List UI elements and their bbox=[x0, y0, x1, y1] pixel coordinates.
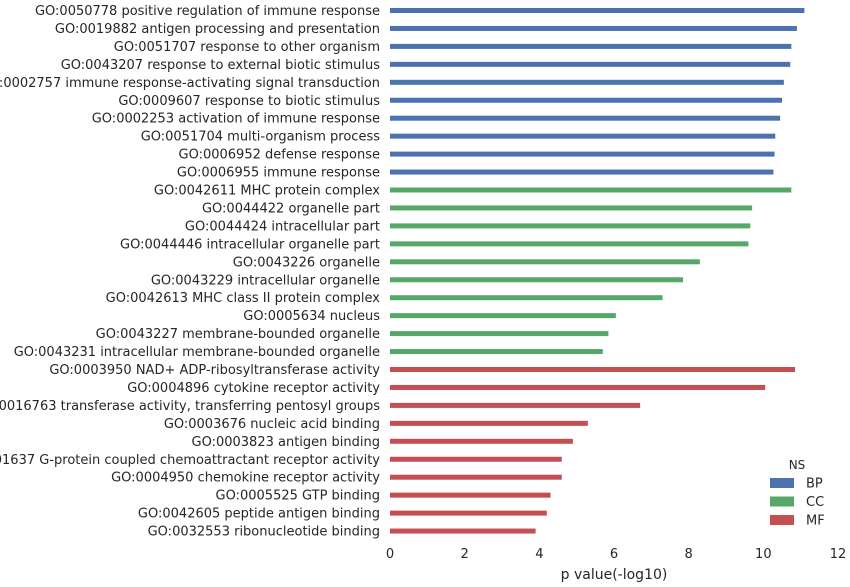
category-label: GO:0016763 transferase activity, transfe… bbox=[0, 399, 380, 414]
bar-mf bbox=[390, 456, 562, 462]
category-label: GO:0006952 defense response bbox=[179, 148, 381, 163]
category-label: GO:0019882 antigen processing and presen… bbox=[55, 22, 380, 37]
category-label: GO:0044424 intracellular part bbox=[185, 219, 380, 234]
category-label: GO:0005525 GTP binding bbox=[216, 489, 380, 504]
category-labels: GO:0050778 positive regulation of immune… bbox=[0, 4, 380, 540]
legend-swatch-mf bbox=[770, 515, 794, 525]
bar-mf bbox=[390, 438, 573, 444]
bar-cc bbox=[390, 259, 700, 265]
bar-cc bbox=[390, 277, 684, 283]
category-label: GO:0043227 membrane-bounded organelle bbox=[96, 327, 380, 342]
x-tick-label: 10 bbox=[755, 547, 772, 562]
bar-cc bbox=[390, 331, 609, 337]
legend-swatch-cc bbox=[770, 496, 794, 507]
category-label: GO:0004950 chemokine receptor activity bbox=[111, 471, 380, 486]
bar-bp bbox=[390, 79, 784, 85]
bar-mf bbox=[390, 402, 641, 408]
bar-bp bbox=[390, 169, 774, 175]
category-label: GO:0043231 intracellular membrane-bounde… bbox=[14, 345, 380, 360]
category-label: GO:0009607 response to biotic stimulus bbox=[118, 94, 380, 109]
category-label: GO:0003676 nucleic acid binding bbox=[164, 417, 380, 432]
category-label: GO:0002757 immune response-activating si… bbox=[0, 76, 380, 91]
x-tick-label: 8 bbox=[685, 547, 693, 562]
bar-mf bbox=[390, 492, 551, 498]
bar-bp bbox=[390, 133, 776, 139]
legend: NS BP CC MF bbox=[770, 458, 825, 529]
category-label: GO:0042613 MHC class II protein complex bbox=[106, 291, 381, 306]
x-tick-label: 12 bbox=[830, 547, 847, 562]
bars-group bbox=[390, 8, 805, 534]
bar-bp bbox=[390, 151, 775, 157]
x-tick-label: 2 bbox=[461, 547, 469, 562]
category-label: GO:0044446 intracellular organelle part bbox=[120, 237, 380, 252]
category-label: GO:0006955 immune response bbox=[177, 166, 380, 181]
legend-entries: BP CC MF bbox=[770, 477, 825, 529]
bar-mf bbox=[390, 528, 536, 534]
category-label: GO:0004896 cytokine receptor activity bbox=[127, 381, 380, 396]
bar-cc bbox=[390, 349, 603, 355]
bar-bp bbox=[390, 25, 797, 31]
legend-label-bp: BP bbox=[806, 477, 823, 492]
bar-cc bbox=[390, 313, 616, 319]
x-tick-label: 4 bbox=[535, 547, 543, 562]
legend-swatch-bp bbox=[770, 478, 794, 488]
category-label: GO:0051704 multi-organism process bbox=[141, 130, 381, 145]
category-label: GO:0005634 nucleus bbox=[243, 309, 380, 324]
category-label: GO:0042611 MHC protein complex bbox=[154, 184, 380, 199]
bar-cc bbox=[390, 187, 792, 193]
bar-cc bbox=[390, 223, 751, 229]
bar-mf bbox=[390, 420, 588, 426]
category-label: GO:0003823 antigen binding bbox=[192, 435, 380, 450]
category-label: GO:0043226 organelle bbox=[233, 255, 380, 270]
bar-mf bbox=[390, 367, 796, 372]
bar-bp bbox=[390, 97, 782, 103]
bar-mf bbox=[390, 474, 562, 480]
x-tick-label: 0 bbox=[386, 547, 394, 562]
bar-bp bbox=[390, 61, 791, 67]
category-label: GO:0003950 NAD+ ADP-ribosyltransferase a… bbox=[49, 363, 380, 378]
category-label: GO:0002253 activation of immune response bbox=[92, 112, 380, 127]
category-label: GO:0051707 response to other organism bbox=[114, 40, 380, 55]
category-label: GO:0044422 organelle part bbox=[202, 201, 380, 216]
category-label: GO:0050778 positive regulation of immune… bbox=[35, 4, 380, 19]
bar-cc bbox=[390, 295, 663, 301]
category-label: GO:0032553 ribonucleotide binding bbox=[148, 525, 380, 540]
category-label: GO:0043229 intracellular organelle bbox=[151, 273, 380, 288]
bar-cc bbox=[390, 241, 749, 247]
bar-bp bbox=[390, 8, 805, 13]
x-axis-ticks: 0 2 4 6 8 10 12 bbox=[386, 547, 846, 562]
x-tick-label: 6 bbox=[610, 547, 618, 562]
category-label: GO:0043207 response to external biotic s… bbox=[61, 58, 381, 73]
bar-bp bbox=[390, 43, 792, 49]
bar-bp bbox=[390, 115, 781, 121]
legend-label-mf: MF bbox=[806, 514, 825, 529]
bar-cc bbox=[390, 205, 753, 211]
bar-mf bbox=[390, 384, 766, 390]
category-label: GO:0042605 peptide antigen binding bbox=[138, 507, 380, 522]
bar-mf bbox=[390, 510, 547, 516]
legend-title: NS bbox=[789, 458, 806, 472]
x-axis-title: p value(-log10) bbox=[561, 567, 668, 583]
legend-label-cc: CC bbox=[806, 495, 824, 510]
category-label: GO:0001637 G-protein coupled chemoattrac… bbox=[0, 453, 380, 468]
